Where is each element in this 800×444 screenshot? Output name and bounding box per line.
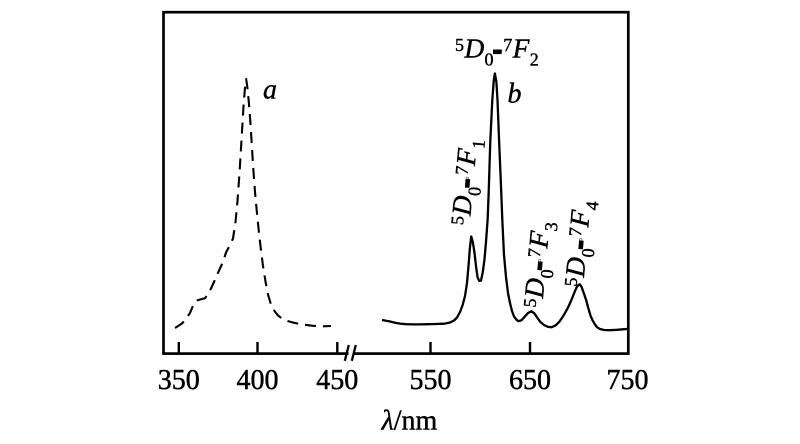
svg-text:400: 400 — [237, 365, 279, 396]
svg-text:λ/nm: λ/nm — [381, 406, 438, 437]
svg-text:5D0-7F4: 5D0-7F4 — [558, 198, 602, 288]
svg-text:650: 650 — [509, 365, 551, 396]
svg-text:5D0-7F1: 5D0-7F1 — [445, 137, 489, 227]
svg-text:350: 350 — [158, 365, 200, 396]
svg-text:b: b — [508, 79, 522, 110]
svg-text:5D0-7F2: 5D0-7F2 — [455, 33, 539, 70]
svg-text:a: a — [263, 75, 277, 106]
svg-text:450: 450 — [316, 365, 358, 396]
svg-text:550: 550 — [410, 365, 452, 396]
svg-text:750: 750 — [607, 365, 649, 396]
svg-text:5D0-7F3: 5D0-7F3 — [517, 219, 561, 309]
